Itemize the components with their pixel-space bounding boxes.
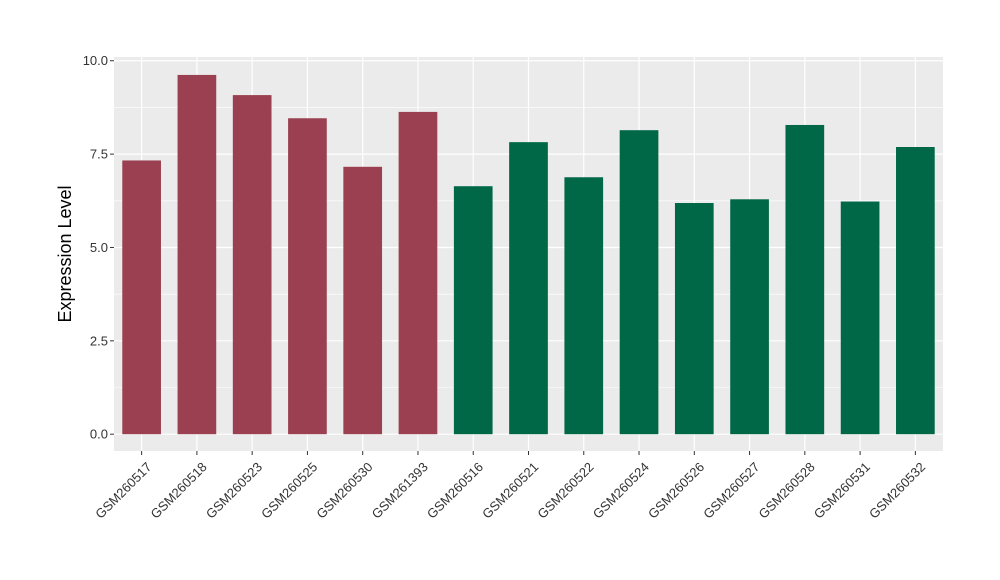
bar-GSM260517 (122, 160, 161, 435)
x-tick-label: GSM260523 (203, 459, 265, 521)
x-tick-label: GSM260531 (811, 459, 873, 521)
y-tick-label: 2.5 (90, 333, 108, 348)
x-tick-label: GSM261393 (369, 459, 431, 521)
bar-GSM260518 (177, 74, 217, 435)
bar-GSM261393 (398, 111, 438, 435)
x-tick-label: GSM260530 (313, 459, 375, 521)
bar-GSM260522 (564, 177, 604, 435)
x-tick-label: GSM260528 (756, 459, 818, 521)
x-tick-label: GSM260517 (92, 459, 154, 521)
x-tick-label: GSM260526 (645, 459, 707, 521)
bar-GSM260532 (896, 147, 935, 435)
y-axis: 0.0 2.5 5.0 7.5 10.0 (83, 53, 114, 442)
y-tick-label: 5.0 (90, 240, 108, 255)
x-tick-label: GSM260525 (258, 459, 320, 521)
x-tick-label: GSM260516 (424, 459, 486, 521)
x-tick-label: GSM260524 (590, 459, 652, 521)
x-tick-label: GSM260518 (148, 459, 210, 521)
bar-GSM260527 (730, 199, 769, 435)
x-tick-label: GSM260522 (534, 459, 596, 521)
y-tick-label: 0.0 (90, 427, 108, 442)
bar-GSM260525 (288, 118, 327, 435)
x-axis: GSM260517GSM260518GSM260523GSM260525GSM2… (92, 451, 928, 522)
bar-GSM260521 (509, 142, 548, 435)
bar-GSM260530 (343, 166, 383, 435)
x-tick-label: GSM260521 (479, 459, 541, 521)
x-tick-label: GSM260527 (700, 459, 762, 521)
y-axis-title: Expression Level (55, 185, 75, 322)
y-tick-label: 7.5 (90, 147, 108, 162)
bar-GSM260516 (453, 186, 493, 435)
bar-GSM260524 (619, 130, 659, 435)
bar-GSM260526 (674, 203, 714, 435)
bar-GSM260528 (785, 124, 825, 435)
bars (122, 74, 935, 435)
x-tick-label: GSM260532 (866, 459, 928, 521)
y-tick-label: 10.0 (83, 53, 108, 68)
bar-GSM260523 (232, 95, 272, 435)
bar-GSM260531 (840, 201, 880, 435)
